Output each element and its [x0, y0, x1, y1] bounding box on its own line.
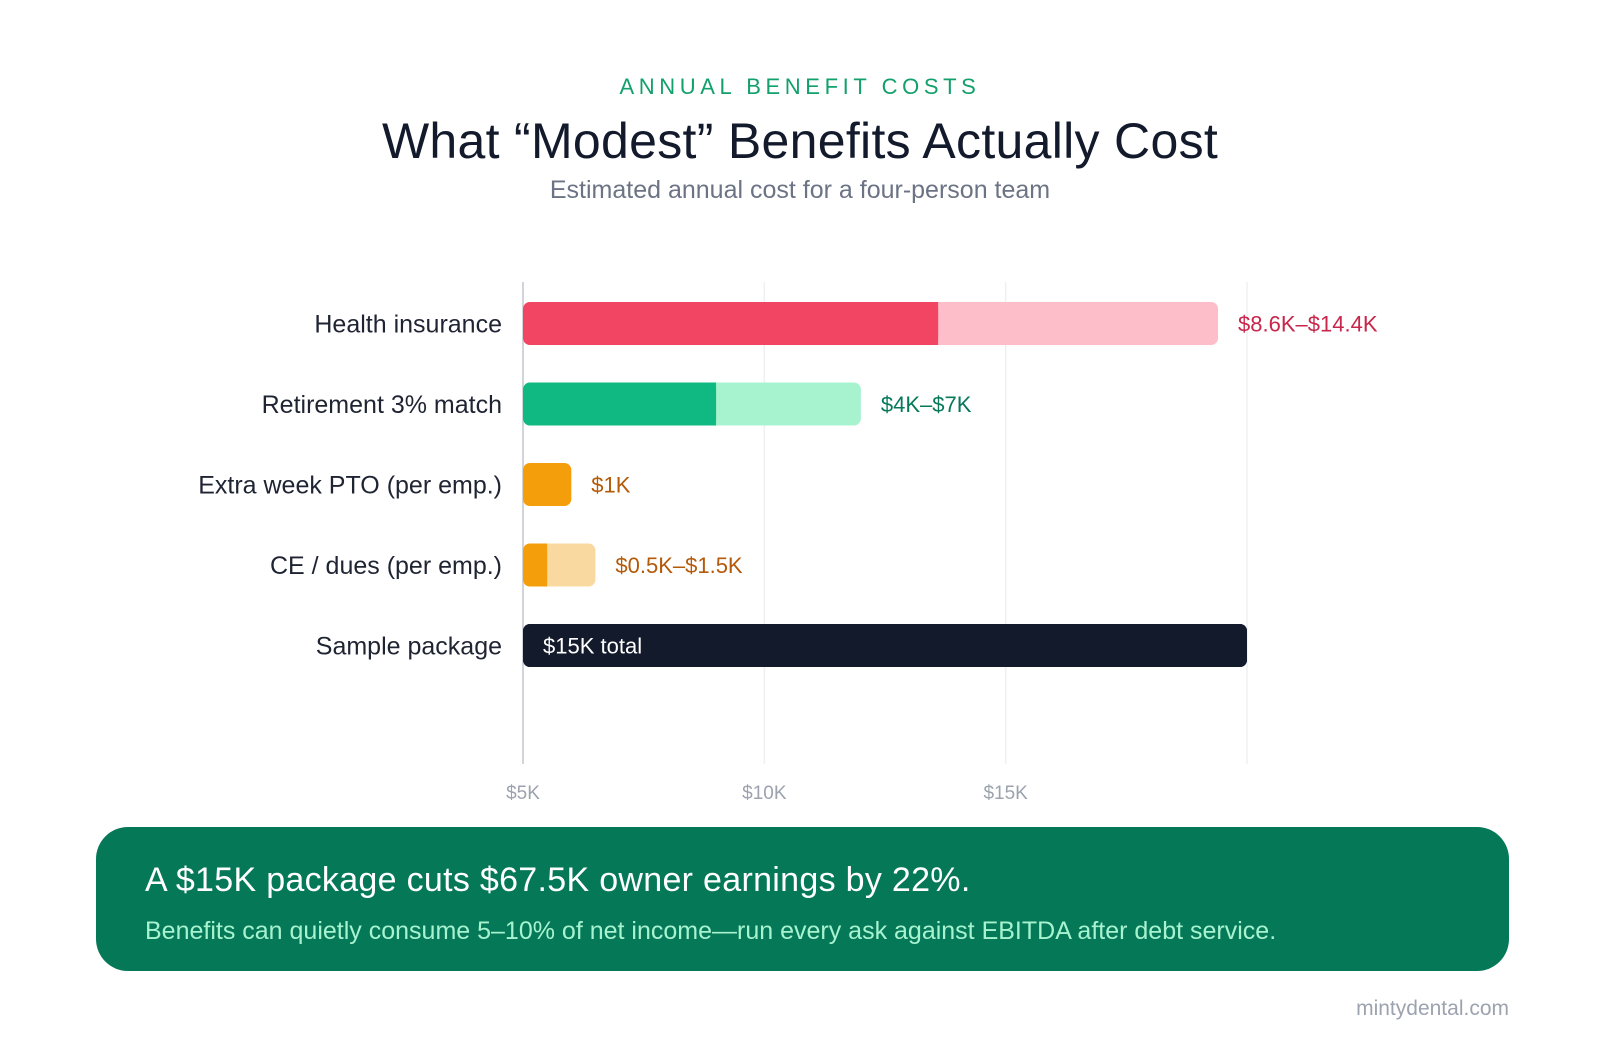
bar-low	[523, 302, 939, 345]
value-label: $8.6K–$14.4K	[1238, 312, 1378, 337]
callout-headline: A $15K package cuts $67.5K owner earning…	[145, 861, 971, 899]
value-label: $1K	[591, 473, 630, 498]
bar-low-edge	[930, 302, 939, 345]
brand-footer: mintydental.com	[1356, 997, 1509, 1020]
chart-kicker: ANNUAL BENEFIT COSTS	[619, 74, 981, 99]
chart-title: What “Modest” Benefits Actually Cost	[381, 113, 1219, 169]
value-label: $0.5K–$1.5K	[615, 553, 743, 578]
value-label: $15K total	[543, 634, 642, 659]
bar-value	[523, 624, 1247, 667]
callout-box: A $15K package cuts $67.5K owner earning…	[96, 827, 1509, 971]
callout-subtext: Benefits can quietly consume 5–10% of ne…	[145, 917, 1277, 945]
x-tick-label: $5K	[506, 783, 540, 804]
category-label: CE / dues (per emp.)	[270, 552, 502, 580]
chart-subtitle: Estimated annual cost for a four-person …	[549, 176, 1051, 204]
bar-value	[523, 463, 572, 506]
bar-low	[523, 382, 717, 426]
category-label: Sample package	[316, 633, 502, 661]
category-label: Health insurance	[314, 311, 502, 339]
value-label: $4K–$7K	[881, 392, 972, 417]
bar-low-edge	[539, 543, 548, 587]
bar-chart: $5K $10K $15K Health insurance $8.6K–$14.4K R…	[198, 282, 1378, 804]
bar-low-edge	[708, 382, 717, 426]
category-label: Extra week PTO (per emp.)	[198, 472, 502, 500]
category-label: Retirement 3% match	[262, 391, 502, 419]
x-tick-label: $15K	[983, 783, 1028, 804]
x-tick-label: $10K	[742, 783, 787, 804]
